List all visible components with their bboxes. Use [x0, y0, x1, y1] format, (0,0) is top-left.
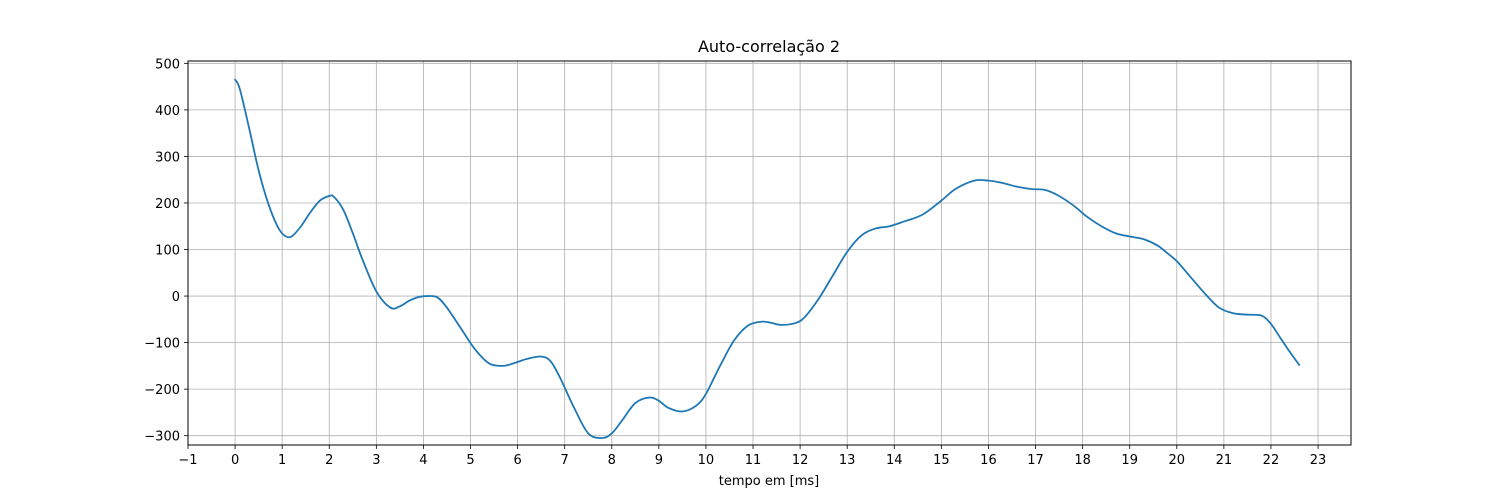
y-tick-label: 200 — [155, 197, 180, 212]
y-tick-label: 0 — [172, 290, 180, 305]
grid — [187, 61, 1351, 445]
x-tick-label: 12 — [792, 453, 809, 468]
x-tick-label: 14 — [886, 453, 903, 468]
x-tick-label: 5 — [466, 453, 474, 468]
y-tick-label: 500 — [155, 57, 180, 72]
y-tick-label: 100 — [155, 244, 180, 259]
x-tick-label: 9 — [655, 453, 663, 468]
series-line — [234, 78, 1301, 439]
x-tick-label: 0 — [231, 453, 239, 468]
x-tick-label: 18 — [1074, 453, 1091, 468]
x-tick-label: 7 — [561, 453, 569, 468]
x-tick-label: 11 — [745, 453, 762, 468]
y-tick-label: −200 — [144, 383, 180, 398]
y-tick-label: −100 — [144, 337, 180, 352]
x-tick-label: 10 — [698, 453, 715, 468]
x-axis: −1 0 1 2 3 4 5 6 7 8 9 10 11 12 13 14 15 16 17 18 19 20 21 22 23 — [178, 445, 1326, 468]
x-axis-label: tempo em [ms] — [719, 474, 819, 489]
x-tick-label: 3 — [372, 453, 380, 468]
y-tick-label: −300 — [144, 430, 180, 445]
y-tick-label: 300 — [155, 150, 180, 165]
x-tick-label: 2 — [325, 453, 333, 468]
x-tick-label: 13 — [839, 453, 856, 468]
x-tick-label: 1 — [278, 453, 286, 468]
x-tick-label: 20 — [1169, 453, 1186, 468]
x-tick-label: 21 — [1216, 453, 1233, 468]
x-tick-label: 19 — [1121, 453, 1138, 468]
x-tick-label: 4 — [419, 453, 427, 468]
x-tick-label: 23 — [1310, 453, 1327, 468]
x-tick-label: 8 — [608, 453, 616, 468]
series-group — [234, 78, 1301, 439]
x-tick-label: 17 — [1027, 453, 1044, 468]
x-tick-label: −1 — [178, 453, 197, 468]
chart-title: Auto-correlação 2 — [698, 37, 840, 56]
y-axis: 500 400 300 200 100 0 −100 −200 −300 — [144, 57, 188, 445]
x-tick-label: 6 — [513, 453, 521, 468]
x-tick-label: 15 — [933, 453, 950, 468]
y-tick-label: 400 — [155, 104, 180, 119]
x-tick-label: 16 — [980, 453, 997, 468]
plot-frame — [187, 60, 1352, 446]
x-tick-label: 22 — [1263, 453, 1280, 468]
